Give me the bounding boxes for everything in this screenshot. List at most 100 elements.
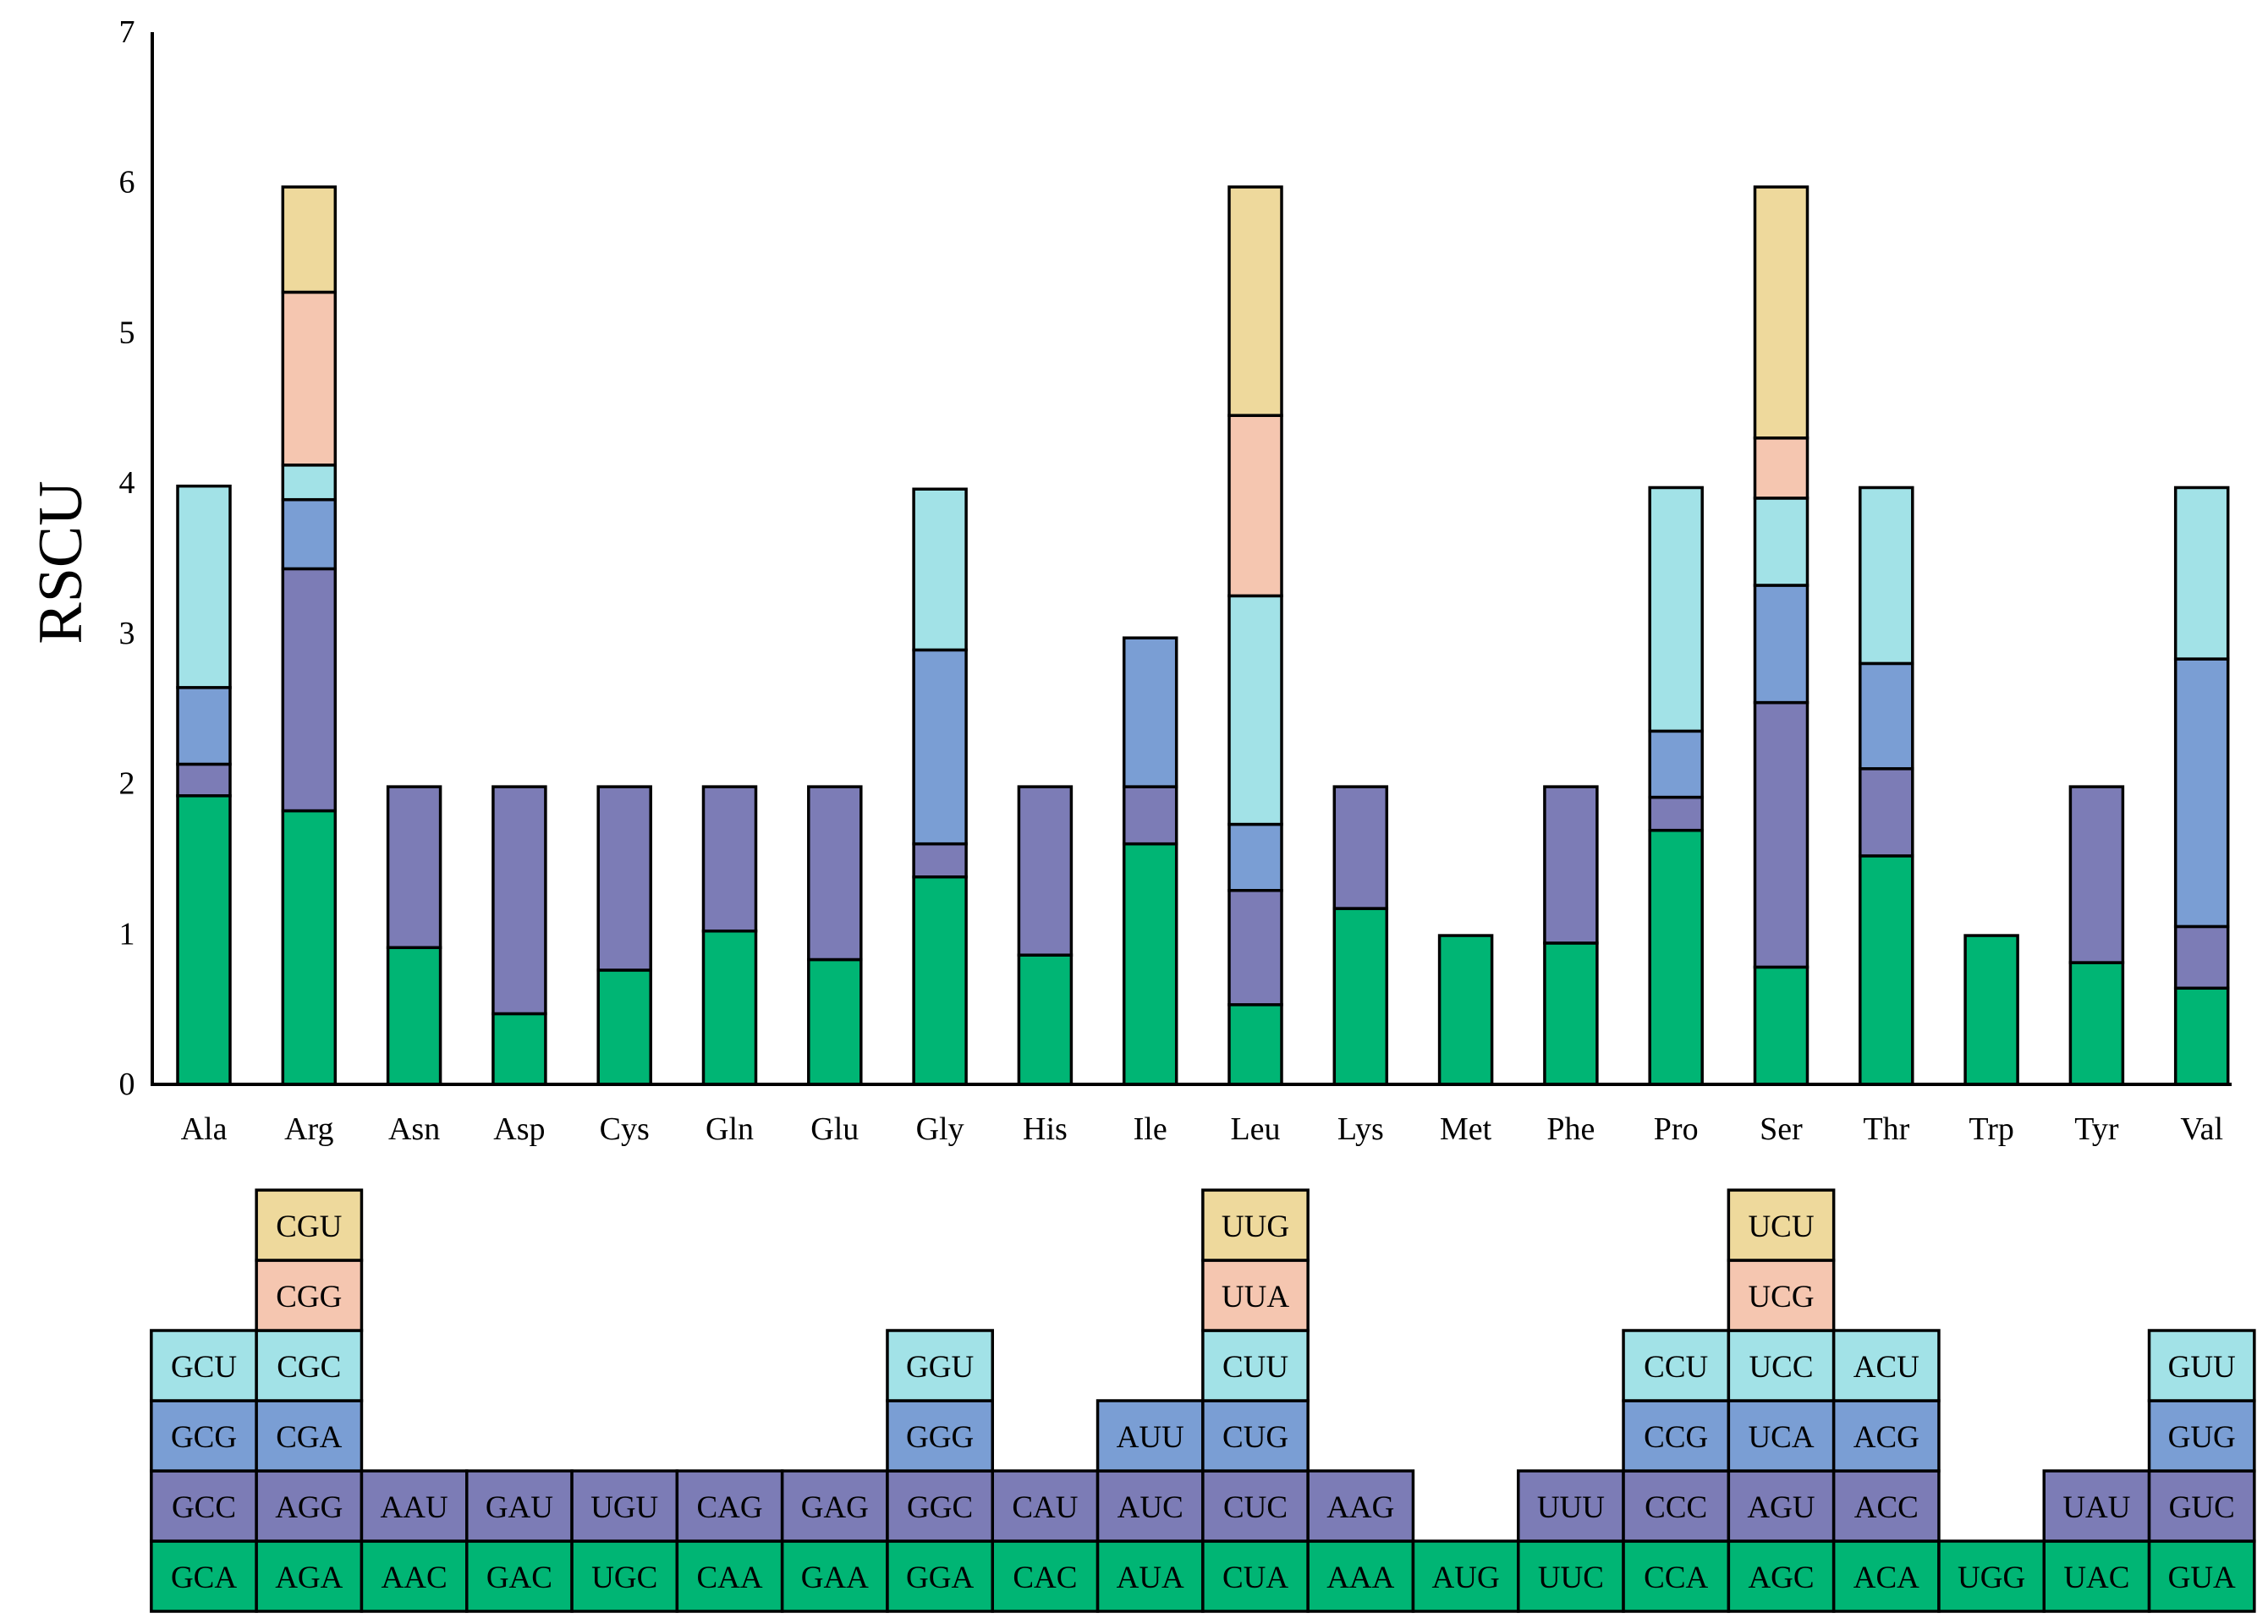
legend-cell <box>780 1469 889 1543</box>
legend-cell-label: AAU <box>381 1490 448 1525</box>
legend-cell-label: AGC <box>1748 1561 1814 1595</box>
legend-cell-label: CGC <box>277 1350 341 1385</box>
legend-column-asp: GAC GAU <box>465 1469 574 1613</box>
legend-cell <box>255 1399 364 1473</box>
legend-cell-label: UCU <box>1748 1210 1814 1244</box>
legend-column-ile: AUA AUC AUU <box>1096 1399 1205 1613</box>
legend-cell-label: CAA <box>696 1561 762 1595</box>
legend-cell-label: ACC <box>1854 1490 1919 1525</box>
legend-cell-label: GGG <box>906 1420 974 1455</box>
legend-cell <box>1831 1469 1941 1543</box>
bar-segment-ucg <box>1753 436 1809 500</box>
legend-column-pro: CCA CCC CCG CCU <box>1622 1329 1731 1613</box>
bar-glu <box>807 785 863 1086</box>
legend-cell-label: GAU <box>486 1490 553 1525</box>
legend-cell <box>255 1469 364 1543</box>
legend-column-leu: CUA CUC CUG CUU UUA UUG <box>1201 1188 1310 1613</box>
bar-segment-cgu <box>281 185 338 294</box>
bar-segment-agc <box>1753 965 1809 1086</box>
bar-phe <box>1543 785 1599 1086</box>
legend-cell-label: CCU <box>1644 1350 1708 1385</box>
x-tick-label: Asp <box>493 1111 545 1147</box>
bar-segment-ucu <box>1753 185 1809 440</box>
bar-segment-cua <box>1227 1003 1283 1086</box>
legend-cell-label: CUG <box>1222 1420 1288 1455</box>
legend-cell <box>886 1469 994 1543</box>
legend-cell-label: UUC <box>1538 1561 1604 1595</box>
bar-segment-aua <box>1122 842 1178 1086</box>
legend-cell-label: UUU <box>1537 1490 1605 1525</box>
legend-column-cys: UGC UGU <box>570 1469 679 1613</box>
legend-cell <box>1517 1469 1625 1543</box>
legend-cell <box>1831 1399 1941 1473</box>
legend-cell <box>2147 1399 2256 1473</box>
legend-cell-label: GUA <box>2168 1561 2236 1595</box>
legend-cell <box>2042 1469 2151 1543</box>
bar-segment-ccc <box>1648 795 1704 832</box>
bar-ala <box>176 484 232 1086</box>
legend-cell-label: GAC <box>486 1561 552 1595</box>
bar-segment-gau <box>491 785 547 1016</box>
bar-segment-aca <box>1859 854 1914 1086</box>
x-tick-label: His <box>1023 1111 1068 1147</box>
y-tick-label: 2 <box>119 766 135 802</box>
bar-segment-cac <box>1017 953 1074 1086</box>
y-tick-labels: 0 1 2 3 4 5 6 7 <box>119 14 135 1102</box>
legend-cell-label: GUC <box>2169 1490 2235 1525</box>
bar-segment-gcc <box>176 762 232 798</box>
bar-lys <box>1332 785 1389 1086</box>
legend-cell <box>255 1329 364 1402</box>
bar-segment-gac <box>491 1012 547 1086</box>
legend-cell-label: AUG <box>1432 1561 1500 1595</box>
x-tick-label: Lys <box>1337 1111 1384 1147</box>
legend-cell-label: CCC <box>1645 1490 1707 1525</box>
bar-segment-agu <box>1753 700 1809 969</box>
legend-cell <box>255 1188 364 1262</box>
bar-segment-cuc <box>1227 888 1283 1007</box>
legend-column-gly: GGA GGC GGG GGU <box>886 1329 994 1613</box>
legend-cell-label: CUC <box>1223 1490 1288 1525</box>
bar-ser <box>1753 185 1809 1086</box>
legend-cell-label: CAU <box>1012 1490 1078 1525</box>
bar-segment-acu <box>1859 486 1914 666</box>
legend-cell <box>886 1329 994 1402</box>
bar-segment-ugu <box>596 785 652 972</box>
legend-cell <box>465 1469 574 1543</box>
bar-thr <box>1859 486 1914 1086</box>
bar-val <box>2173 486 2230 1086</box>
legend-column-arg: AGA AGG CGA CGC CGG CGU <box>255 1188 364 1613</box>
legend-column-met: AUG <box>1411 1539 1520 1613</box>
legend-cell <box>1622 1329 1731 1402</box>
legend-cell-label: AUC <box>1118 1490 1183 1525</box>
legend-cell <box>1622 1539 1731 1613</box>
bar-gln <box>701 785 758 1086</box>
bar-arg <box>281 185 338 1086</box>
bar-segment-aac <box>386 946 442 1086</box>
legend-cell <box>2147 1329 2256 1402</box>
legend-column-gln: CAA CAG <box>675 1469 784 1613</box>
legend-column-glu: GAA GAG <box>780 1469 889 1613</box>
legend-cell <box>1201 1259 1310 1332</box>
legend-cell-label: UCG <box>1748 1280 1814 1314</box>
legend-cell <box>2042 1539 2151 1613</box>
legend-cell <box>360 1469 469 1543</box>
bar-segment-auu <box>1122 636 1178 788</box>
bar-trp <box>1963 934 2019 1086</box>
bar-segment-uua <box>1227 414 1283 598</box>
legend-cell-label: UGU <box>590 1490 658 1525</box>
bar-segment-aga <box>281 809 338 1086</box>
legend-cell-label: ACG <box>1853 1420 1919 1455</box>
bar-segment-cgg <box>281 290 338 467</box>
bar-segment-guu <box>2173 486 2230 661</box>
legend-cell-label: ACU <box>1853 1350 1919 1385</box>
bar-segment-cga <box>281 497 338 571</box>
bar-segment-uuc <box>1543 941 1599 1086</box>
legend-column-tyr: UAC UAU <box>2042 1469 2151 1613</box>
bar-segment-uca <box>1753 584 1809 705</box>
bar-segment-gca <box>176 794 232 1086</box>
bar-segment-cug <box>1227 822 1283 892</box>
legend-cell-label: UAC <box>2063 1561 2129 1595</box>
legend-cell-label: GUG <box>2168 1420 2236 1455</box>
legend-cell-label: GGC <box>907 1490 973 1525</box>
